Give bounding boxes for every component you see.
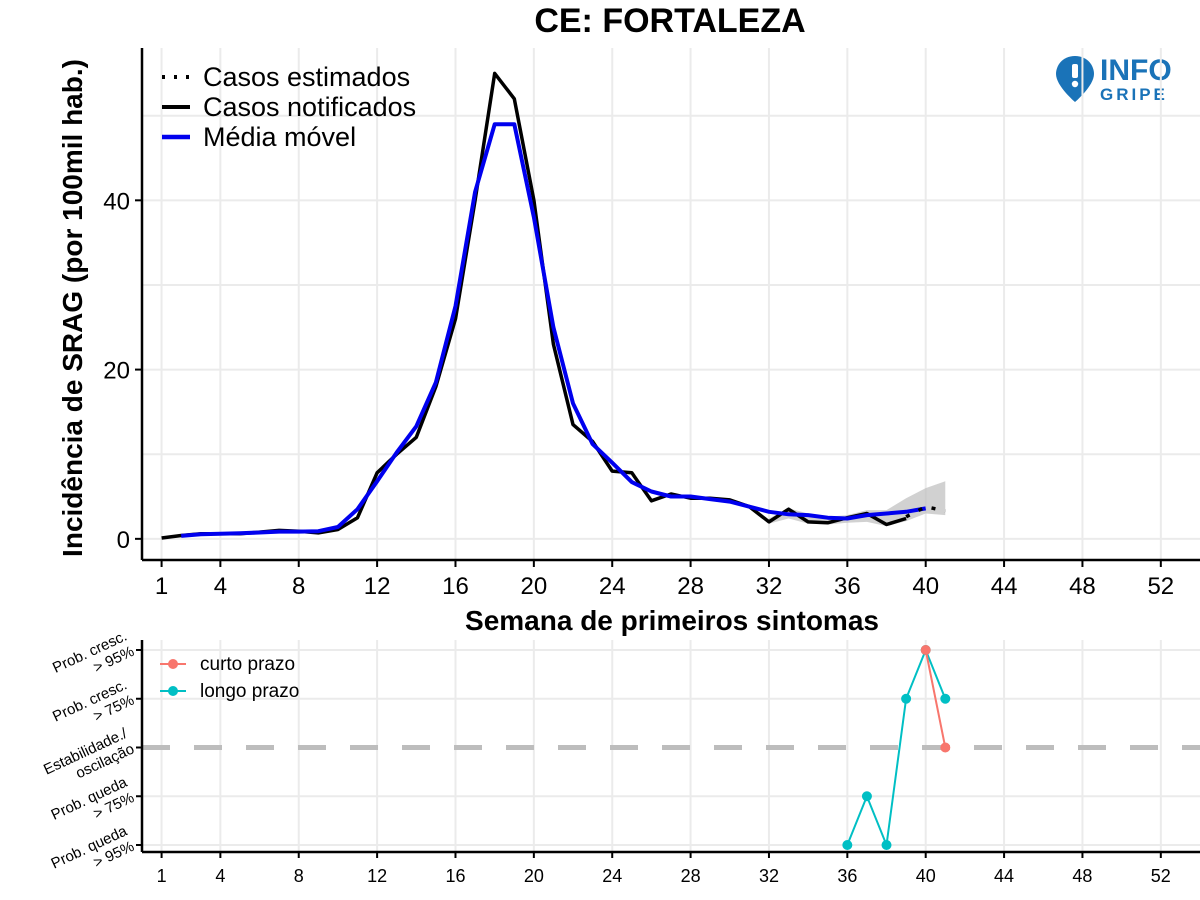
x-tick-label: 12 <box>364 573 391 600</box>
trend-x-tick-label: 1 <box>157 866 167 886</box>
x-tick-label: 40 <box>912 573 939 600</box>
trend-x-tick-label: 24 <box>602 866 622 886</box>
x-tick-label: 24 <box>599 573 626 600</box>
trend-x-tick-label: 32 <box>759 866 779 886</box>
trend-x-tick-label: 44 <box>994 866 1014 886</box>
y-tick-label: 20 <box>103 358 130 385</box>
series-line-moving-average <box>181 122 927 538</box>
legend-label: Média móvel <box>203 122 356 152</box>
x-tick-label: 36 <box>834 573 861 600</box>
trend-gridlines <box>142 640 1200 852</box>
logo-text-gripe: GRIPE <box>1100 85 1168 104</box>
x-axis-title: Semana de primeiros sintomas <box>465 605 879 636</box>
x-tick-label: 44 <box>991 573 1018 600</box>
trend-x-tick-label: 4 <box>215 866 225 886</box>
short-term-point <box>940 742 951 753</box>
chart-title: CE: FORTALEZA <box>534 2 805 40</box>
y-tick-label: 40 <box>103 188 130 215</box>
trend-x-tick-label: 16 <box>445 866 465 886</box>
trend-legend-key-point <box>168 686 178 696</box>
main-series-lines <box>161 71 946 540</box>
trend-x-tick-label: 52 <box>1151 866 1171 886</box>
series-line-short-term <box>924 649 947 748</box>
trend-y-category-label: Prob. queda> 95% <box>49 822 138 888</box>
x-tick-label: 1 <box>155 573 168 600</box>
trend-x-tick-label: 8 <box>294 866 304 886</box>
trend-x-tick-label: 20 <box>524 866 544 886</box>
trend-legend-label: longo prazo <box>200 681 299 702</box>
legend-label: Casos notificados <box>203 92 416 122</box>
series-line-long-term <box>846 647 947 849</box>
x-tick-label: 28 <box>677 573 704 600</box>
trend-x-tick-label: 28 <box>681 866 701 886</box>
trend-x-tick-label: 12 <box>367 866 387 886</box>
y-tick-label: 0 <box>117 527 130 554</box>
trend-legend: curto prazo longo prazo <box>160 654 299 702</box>
location-pin-exclamation-icon <box>1056 56 1094 102</box>
legend-label: Casos estimados <box>203 62 410 92</box>
x-tick-label: 16 <box>442 573 469 600</box>
trend-x-tick-label: 48 <box>1072 866 1092 886</box>
x-tick-label: 4 <box>214 573 227 600</box>
long-term-point <box>901 693 912 704</box>
x-tick-label: 8 <box>292 573 305 600</box>
long-term-point <box>881 840 892 850</box>
x-tick-label: 20 <box>521 573 548 600</box>
x-tick-label: 48 <box>1069 573 1096 600</box>
x-tick-label: 32 <box>756 573 783 600</box>
infogripe-logo: INFO GRIPE <box>1056 54 1172 104</box>
trend-x-tick-label: 40 <box>916 866 936 886</box>
long-term-point <box>861 791 872 802</box>
y-axis-title: Incidência de SRAG (por 100mil hab.) <box>57 59 88 557</box>
trend-x-tick-label: 36 <box>837 866 857 886</box>
logo-text-info: INFO <box>1100 54 1172 87</box>
long-term-point <box>940 693 951 704</box>
x-tick-label: 52 <box>1147 573 1174 600</box>
short-term-point <box>920 645 931 655</box>
trend-legend-key-point <box>168 659 178 669</box>
long-term-point <box>842 840 853 850</box>
trend-series <box>842 645 951 850</box>
confidence-band-area <box>769 481 946 527</box>
estimate-confidence-band <box>769 481 946 527</box>
trend-legend-label: curto prazo <box>200 654 295 675</box>
